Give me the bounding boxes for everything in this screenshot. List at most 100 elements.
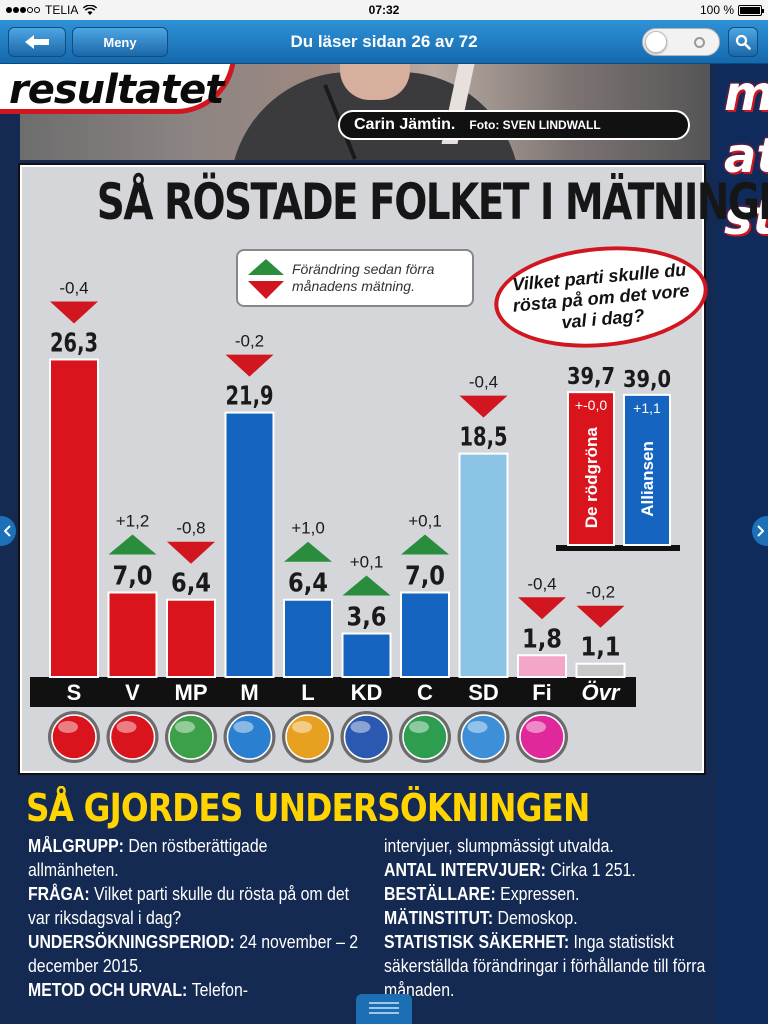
methodology-key: UNDERSÖKNINGSPERIOD: — [28, 932, 240, 952]
adjacent-fragment-1: m — [724, 66, 768, 122]
battery-icon — [738, 4, 764, 16]
methodology-item: intervjuer, slumpmässigt utvalda. — [384, 834, 718, 858]
party-logo-shine — [175, 721, 195, 733]
party-logo-M — [226, 714, 273, 760]
status-left: TELIA — [6, 3, 98, 17]
methodology-value: Cirka 1 251. — [550, 860, 636, 880]
bar-value-label: 3,6 — [347, 603, 387, 633]
toggle-knob — [645, 31, 667, 53]
wifi-icon — [83, 4, 98, 15]
category-label-M: M — [240, 680, 258, 705]
party-logo-shine — [409, 721, 429, 733]
methodology-key: MÅLGRUPP: — [28, 836, 129, 856]
change-up-arrow — [284, 541, 332, 562]
methodology-key: METOD OCH URVAL: — [28, 980, 192, 1000]
methodology-value: 24 november – 2 december 2015. — [28, 932, 359, 976]
bar-M — [224, 411, 275, 678]
bar-value-label: 21,9 — [226, 382, 274, 412]
bar-value-label: 18,5 — [460, 423, 508, 453]
change-down-arrow — [459, 395, 508, 418]
methodology-left-column: MÅLGRUPP: Den röstberättigade allmänhete… — [28, 834, 362, 1002]
legend-arrows-icon — [248, 259, 284, 299]
previous-page-button[interactable] — [0, 516, 16, 546]
bar-Fi — [517, 654, 567, 678]
search-button[interactable] — [728, 27, 758, 57]
methodology-value: intervjuer, slumpmässigt utvalda. — [384, 836, 614, 856]
bloc-change-label: +-0,0 — [575, 397, 608, 413]
methodology-right-column: intervjuer, slumpmässigt utvalda. ANTAL I… — [384, 834, 718, 1002]
change-down-arrow — [167, 541, 215, 564]
party-logo-shine — [116, 721, 137, 733]
party-logo-SD — [460, 714, 507, 760]
party-logo-shine — [526, 721, 546, 733]
search-icon — [735, 34, 751, 50]
methodology-item: MÅLGRUPP: Den röstberättigade allmänhete… — [28, 834, 362, 882]
status-right: 100 % — [699, 3, 764, 17]
category-label-C: C — [417, 680, 433, 705]
party-logo-S — [51, 714, 97, 760]
methodology-item: STATISTISK SÄKERHET: Inga statistiskt sä… — [384, 930, 718, 1002]
chevron-left-icon — [4, 525, 11, 537]
arrow-left-icon — [25, 35, 49, 49]
change-down-arrow — [50, 301, 98, 324]
methodology-item: ANTAL INTERVJUER: Cirka 1 251. — [384, 858, 718, 882]
party-logo-shine — [350, 721, 371, 733]
category-label-L: L — [301, 680, 314, 705]
change-label: -0,2 — [586, 583, 615, 602]
next-page-button[interactable] — [752, 516, 768, 546]
page-indicator-title: Du läser sidan 26 av 72 — [290, 32, 478, 51]
change-down-arrow — [518, 597, 566, 620]
methodology-item: MÄTINSTITUT: Demoskop. — [384, 906, 718, 930]
signal-icon — [6, 7, 40, 13]
change-label: +1,0 — [291, 519, 325, 538]
party-logo-shine — [467, 721, 488, 733]
bar-Övr — [575, 662, 626, 678]
methodology-key: MÄTINSTITUT: — [384, 908, 498, 928]
party-logo-shine — [58, 721, 78, 733]
change-up-arrow — [108, 534, 157, 555]
adjacent-fragment-3: st — [724, 190, 768, 246]
category-label-S: S — [67, 680, 82, 705]
magazine-page[interactable]: resultatet Carin Jämtin. Foto: SVEN LIND… — [0, 64, 768, 1024]
methodology-value: Telefon- — [191, 980, 249, 1000]
methodology-item: UNDERSÖKNINGSPERIOD: 24 november – 2 dec… — [28, 930, 362, 978]
methodology-value: Inga statistiskt säkerställda förändring… — [384, 932, 706, 1000]
party-logo-C — [402, 714, 448, 760]
bar-value-label: 26,3 — [50, 328, 98, 358]
party-logo-shine — [292, 721, 312, 733]
bar-value-label: 6,4 — [288, 569, 328, 599]
adjacent-fragment-2: at — [724, 128, 768, 184]
methodology-title: SÅ GJORDES UNDERSÖKNINGEN — [26, 786, 590, 830]
category-label-Fi: Fi — [532, 680, 552, 705]
view-toggle-switch[interactable] — [642, 28, 720, 56]
methodology-value: Den röstberättigade allmänheten. — [28, 836, 268, 880]
bloc-name-label: Alliansen — [638, 441, 657, 517]
methodology-key: BESTÄLLARE: — [384, 884, 501, 904]
change-label: -0,8 — [176, 519, 205, 538]
change-label: +0,1 — [350, 553, 384, 572]
category-band — [30, 677, 636, 707]
methodology-item: METOD OCH URVAL: Telefon- — [28, 978, 362, 1002]
bar-value-label: 1,8 — [522, 624, 562, 654]
category-label-MP: MP — [175, 680, 208, 705]
bar-value-label: 7,0 — [113, 561, 153, 591]
carrier-label: TELIA — [45, 3, 79, 17]
methodology-item: BESTÄLLARE: Expressen. — [384, 882, 718, 906]
caption-credit: Foto: SVEN LINDWALL — [469, 118, 601, 132]
bar-value-label: 6,4 — [171, 569, 211, 599]
chart-title: SÅ RÖSTADE FOLKET I MÄTNINGEN — [96, 173, 768, 231]
bar-SD — [458, 452, 509, 679]
menu-button[interactable]: Meny — [72, 27, 168, 57]
party-logo-L — [285, 714, 331, 760]
back-button[interactable] — [8, 27, 66, 57]
party-logo-KD — [343, 714, 390, 760]
category-label-Övr: Övr — [582, 680, 621, 705]
bloc-bar-alliansen — [623, 393, 671, 546]
category-label-KD: KD — [351, 680, 383, 705]
battery-label: 100 % — [699, 3, 734, 17]
page-thumbnail-handle[interactable] — [356, 994, 412, 1024]
methodology-value: Demoskop. — [497, 908, 578, 928]
photo-caption: Carin Jämtin. Foto: SVEN LINDWALL — [338, 110, 690, 140]
methodology-section: SÅ GJORDES UNDERSÖKNINGEN MÅLGRUPP: Den … — [20, 786, 710, 1024]
poll-chart-panel: 26,3 -0,4 S 7,0 +1,2 V 6,4 -0,8 MP 21,9 -0,2 M 6,4 +1… — [18, 163, 768, 775]
